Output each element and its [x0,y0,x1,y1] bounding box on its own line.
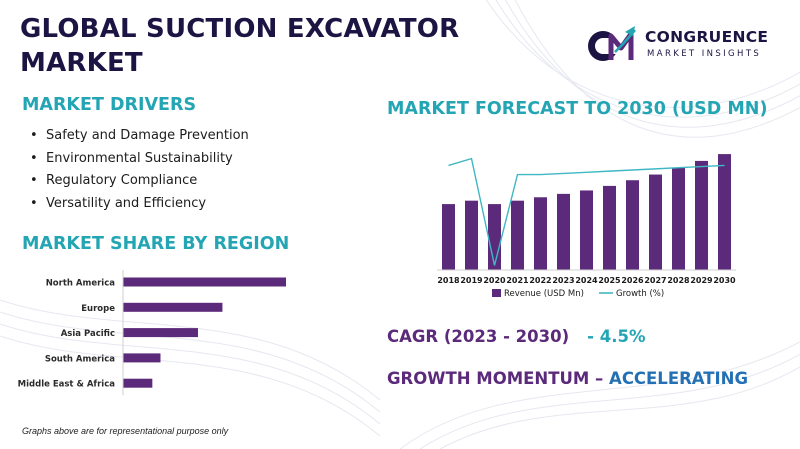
forecast-bar [603,185,616,270]
growth-momentum-statement: GROWTH MOMENTUM – ACCELERATING [387,369,748,388]
region-tick-label: South America [45,354,115,364]
region-bar [123,277,286,287]
forecast-bar [649,174,662,270]
region-share-chart: North America Europe Asia Pacific South Ame… [18,270,286,396]
forecast-tick-label: 2026 [621,276,644,285]
forecast-tick-label: 2023 [552,276,574,285]
forecast-tick-label: 2025 [598,276,621,285]
forecast-tick-label: 2027 [644,276,666,285]
forecast-tick-label: 2028 [667,276,690,285]
page-title-line-1: GLOBAL SUCTION EXCAVATOR [20,14,460,44]
momentum-value: ACCELERATING [609,369,749,388]
forecast-tick-label: 2030 [713,276,736,285]
forecast-bar [718,154,731,270]
cagr-label: CAGR (2023 - 2030) [387,327,570,346]
bullet-icon: • [30,195,38,211]
forecast-tick-label: 2020 [483,276,506,285]
bullet-icon: • [30,150,38,166]
region-bar [123,378,153,388]
forecast-bar [580,190,593,270]
region-tick-label: Europe [81,304,115,314]
bullet-icon: • [30,173,38,188]
company-logo: CONGRUENCE MARKET INSIGHTS [585,22,785,68]
forecast-tick-label: 2018 [437,276,460,285]
forecast-bar [534,197,547,270]
cagr-statement: CAGR (2023 - 2030) - 4.5% [387,327,646,346]
forecast-tick-label: 2029 [690,276,713,285]
forecast-bar [465,200,478,270]
momentum-label: GROWTH MOMENTUM – [387,369,610,388]
list-item: • Versatility and Efficiency [30,193,249,216]
list-item: • Environmental Sustainability [30,148,249,171]
region-heading: MARKET SHARE BY REGION [22,234,290,254]
drivers-list: • Safety and Damage Prevention • Environme… [30,125,249,215]
logo-name: CONGRUENCE [645,28,769,46]
drivers-heading: MARKET DRIVERS [22,95,197,115]
region-bar [123,328,198,338]
page-title: GLOBAL SUCTION EXCAVATOR MARKET [20,12,540,80]
footnote: Graphs above are for representational pu… [22,426,229,436]
logo-mark-icon [588,26,636,61]
region-bar [123,353,161,363]
logo-subtitle: MARKET INSIGHTS [647,49,762,59]
region-tick-label: Middle East & Africa [18,380,116,390]
forecast-bar [511,200,524,270]
forecast-bar [442,204,455,270]
list-item: • Safety and Damage Prevention [30,125,249,148]
growth-line [448,157,725,266]
driver-label: Environmental Sustainability [46,150,233,166]
forecast-bar [695,160,708,270]
forecast-bar [488,204,501,270]
bullet-icon: • [30,128,38,143]
list-item: • Regulatory Compliance [30,170,249,193]
forecast-chart: 2018 2019 2020 2021 2022 2023 2024 2025 2026 2027… [437,154,736,299]
region-bar [123,302,223,312]
forecast-bar [557,193,570,270]
region-tick-label: North America [46,279,116,289]
cagr-value: - 4.5% [587,327,646,346]
forecast-tick-label: 2024 [575,276,598,285]
driver-label: Regulatory Compliance [46,173,198,188]
forecast-tick-label: 2021 [506,276,529,285]
page-title-line-2: MARKET [20,48,143,78]
legend-revenue-label: Revenue (USD Mn) [504,289,584,299]
legend-growth-label: Growth (%) [616,289,664,299]
forecast-bar [672,167,685,270]
forecast-heading: MARKET FORECAST TO 2030 (USD MN) [387,99,768,119]
legend-revenue-swatch [492,289,501,297]
forecast-tick-label: 2019 [460,276,483,285]
forecast-bar [626,180,639,270]
forecast-tick-label: 2022 [529,276,551,285]
region-tick-label: Asia Pacific [61,329,115,339]
driver-label: Safety and Damage Prevention [46,128,249,143]
driver-label: Versatility and Efficiency [46,195,207,211]
